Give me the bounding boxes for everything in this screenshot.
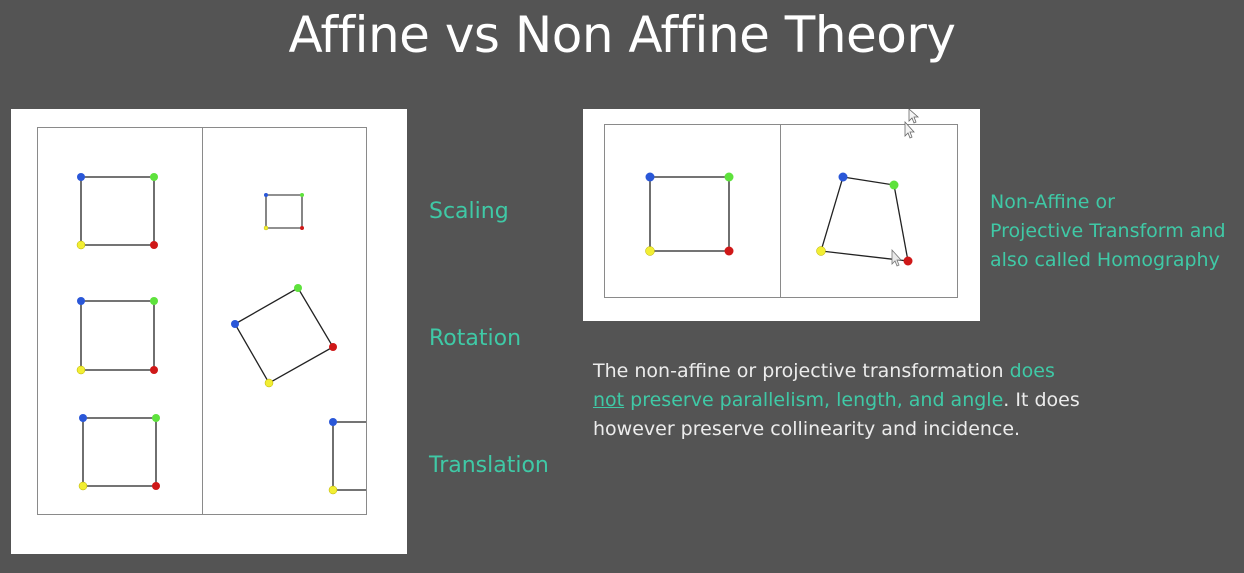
translation-result-square — [328, 418, 366, 495]
rotation-result-square — [231, 284, 337, 388]
translation-original-square — [78, 414, 160, 491]
rotation-original-square — [76, 297, 158, 375]
non-affine-figure-panel — [583, 109, 980, 321]
projective-description: The non-affine or projective transformat… — [593, 357, 1153, 444]
description-highlight-not: not — [593, 389, 625, 411]
scaling-original-square — [76, 173, 158, 250]
non-affine-label-line2: Projective Transform and — [990, 220, 1226, 242]
non-affine-label-line3: also called Homography — [990, 249, 1220, 271]
mouse-cursor-icon — [891, 109, 920, 267]
projective-original-square — [645, 172, 734, 256]
projective-result-quad — [816, 172, 913, 266]
slide-title: Affine vs Non Affine Theory — [288, 6, 956, 64]
rotation-label: Rotation — [429, 326, 522, 351]
description-highlight-preserve: preserve parallelism, length, and angle — [624, 389, 1004, 411]
non-affine-diagram — [604, 109, 958, 298]
description-part-1: The non-affine or projective transformat… — [593, 360, 1010, 382]
scaling-result-square — [263, 193, 304, 231]
affine-diagram — [37, 127, 367, 515]
non-affine-label-line1: Non-Affine or — [990, 191, 1115, 213]
scaling-label: Scaling — [429, 199, 509, 224]
description-part-5: . It does however preserve collinearity … — [593, 389, 1080, 440]
non-affine-label: Non-Affine or Projective Transform and a… — [990, 188, 1244, 275]
description-highlight-does: does — [1009, 360, 1055, 382]
translation-label: Translation — [429, 453, 549, 478]
affine-figure-panel — [11, 109, 407, 554]
